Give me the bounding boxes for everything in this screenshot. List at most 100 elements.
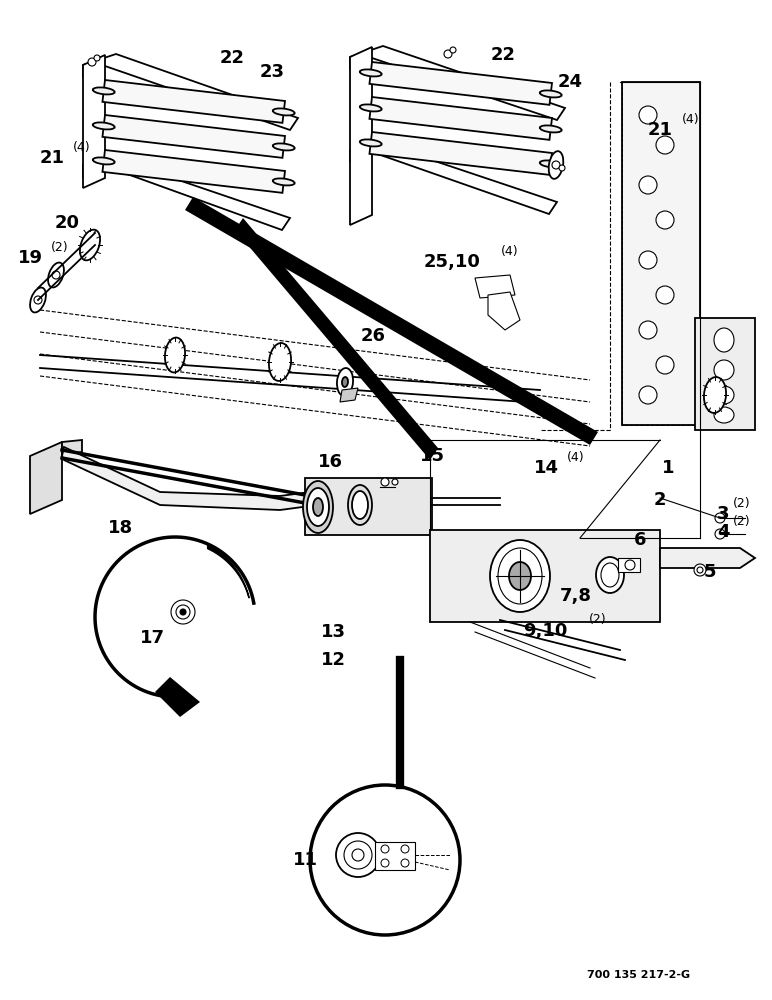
Polygon shape — [618, 558, 640, 572]
Ellipse shape — [509, 562, 531, 590]
Text: 6: 6 — [634, 531, 646, 549]
Text: 21: 21 — [39, 149, 65, 167]
Ellipse shape — [93, 87, 115, 94]
Circle shape — [639, 176, 657, 194]
Ellipse shape — [704, 377, 726, 413]
Ellipse shape — [490, 540, 550, 612]
Ellipse shape — [165, 338, 185, 372]
Polygon shape — [103, 80, 285, 123]
Circle shape — [625, 560, 635, 570]
Circle shape — [656, 356, 674, 374]
Circle shape — [656, 286, 674, 304]
Polygon shape — [103, 115, 285, 158]
Text: 9,10: 9,10 — [523, 622, 567, 640]
Ellipse shape — [93, 157, 115, 164]
Ellipse shape — [307, 488, 329, 526]
Circle shape — [444, 50, 452, 58]
Circle shape — [392, 479, 398, 485]
Circle shape — [352, 849, 364, 861]
Circle shape — [401, 845, 409, 853]
Ellipse shape — [549, 151, 564, 179]
Ellipse shape — [714, 360, 734, 380]
Text: (4): (4) — [73, 140, 91, 153]
Circle shape — [552, 161, 560, 169]
Polygon shape — [370, 97, 552, 140]
Circle shape — [310, 785, 460, 935]
Polygon shape — [350, 140, 557, 214]
Polygon shape — [370, 132, 552, 175]
Circle shape — [656, 211, 674, 229]
Ellipse shape — [360, 69, 381, 76]
Circle shape — [694, 564, 706, 576]
Circle shape — [656, 136, 674, 154]
Circle shape — [639, 251, 657, 269]
Ellipse shape — [269, 343, 291, 381]
Polygon shape — [660, 548, 755, 568]
Circle shape — [381, 859, 389, 867]
Ellipse shape — [348, 485, 372, 525]
Ellipse shape — [352, 491, 368, 519]
Circle shape — [52, 271, 60, 279]
Polygon shape — [103, 150, 285, 193]
Polygon shape — [235, 218, 438, 460]
Text: 5: 5 — [704, 563, 716, 581]
Polygon shape — [185, 197, 598, 445]
Polygon shape — [622, 82, 700, 425]
Text: 7,8: 7,8 — [560, 587, 592, 605]
Text: 2: 2 — [654, 491, 666, 509]
Text: (4): (4) — [682, 112, 699, 125]
Circle shape — [639, 106, 657, 124]
Polygon shape — [695, 318, 755, 430]
Text: 4: 4 — [716, 523, 730, 541]
Circle shape — [715, 529, 725, 539]
Polygon shape — [83, 155, 290, 230]
Circle shape — [381, 845, 389, 853]
Circle shape — [715, 513, 725, 523]
Ellipse shape — [30, 288, 46, 312]
Polygon shape — [430, 530, 660, 622]
Ellipse shape — [540, 160, 562, 167]
Ellipse shape — [93, 122, 115, 129]
Text: 17: 17 — [140, 629, 164, 647]
Text: 23: 23 — [259, 63, 285, 81]
Ellipse shape — [596, 557, 624, 593]
Circle shape — [639, 321, 657, 339]
Polygon shape — [370, 62, 552, 105]
Polygon shape — [62, 440, 82, 455]
Text: 11: 11 — [293, 851, 317, 869]
Circle shape — [379, 390, 385, 396]
Text: 19: 19 — [18, 249, 42, 267]
Text: (2): (2) — [733, 496, 751, 510]
Text: (4): (4) — [567, 450, 585, 464]
Circle shape — [697, 567, 703, 573]
Polygon shape — [350, 47, 372, 225]
Ellipse shape — [273, 178, 295, 185]
Circle shape — [381, 478, 389, 486]
Ellipse shape — [48, 263, 64, 287]
Circle shape — [559, 165, 565, 171]
Polygon shape — [30, 442, 62, 514]
Polygon shape — [350, 46, 565, 120]
Ellipse shape — [360, 139, 381, 146]
Ellipse shape — [714, 328, 734, 352]
Ellipse shape — [303, 481, 333, 533]
Polygon shape — [305, 478, 432, 535]
Circle shape — [336, 833, 380, 877]
Ellipse shape — [714, 407, 734, 423]
Ellipse shape — [313, 498, 323, 516]
Ellipse shape — [273, 143, 295, 150]
Ellipse shape — [342, 377, 348, 387]
Ellipse shape — [714, 386, 734, 404]
Ellipse shape — [80, 230, 100, 260]
Polygon shape — [155, 677, 200, 717]
Text: 700 135 217-2-G: 700 135 217-2-G — [587, 970, 690, 980]
Text: 3: 3 — [716, 505, 730, 523]
Ellipse shape — [540, 125, 562, 132]
Text: 24: 24 — [557, 73, 583, 91]
Circle shape — [176, 605, 190, 619]
Text: (2): (2) — [51, 240, 69, 253]
Polygon shape — [375, 842, 415, 870]
Text: 18: 18 — [107, 519, 133, 537]
Text: (2): (2) — [589, 613, 607, 626]
Text: 12: 12 — [320, 651, 346, 669]
